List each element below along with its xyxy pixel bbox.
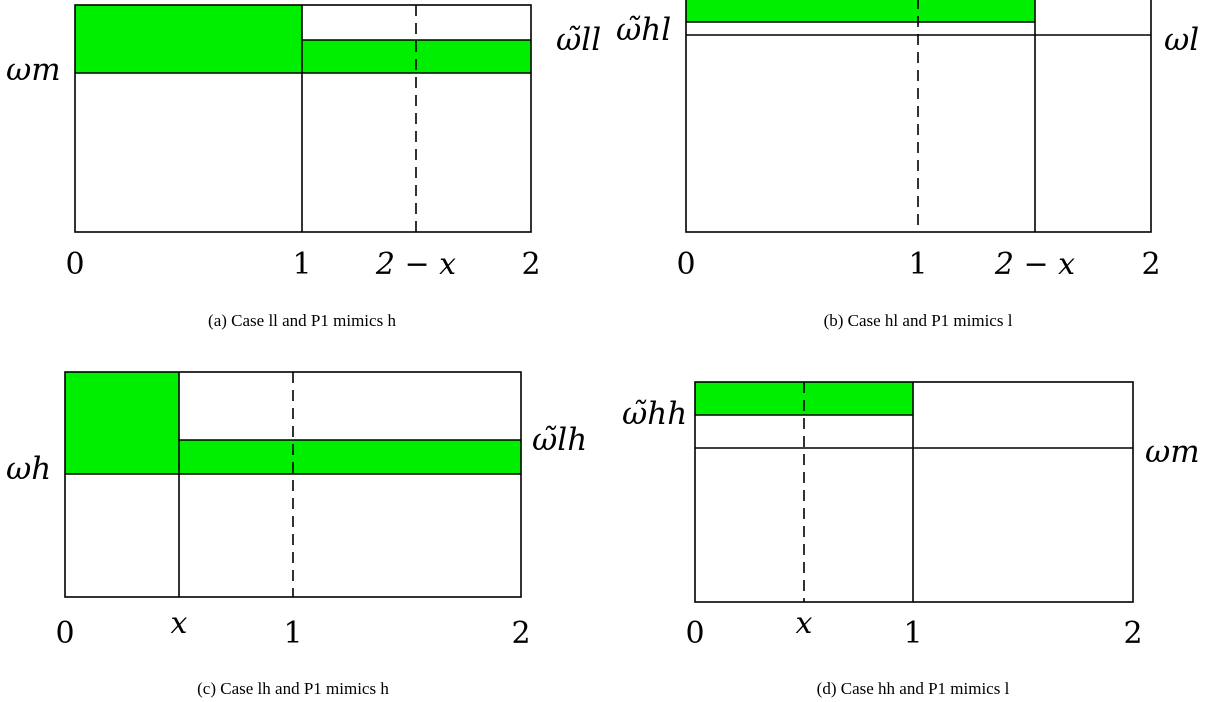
right-label: ω̃lh xyxy=(532,422,587,458)
left-label: ω̃hl xyxy=(616,12,671,48)
tick-label: 2 xyxy=(1123,616,1142,651)
outer-box xyxy=(685,0,1152,233)
tick-label: x xyxy=(796,606,813,641)
outer-box xyxy=(694,381,1134,603)
tick-label: 0 xyxy=(676,247,695,282)
caption: (a) Case ll and P1 mimics h xyxy=(208,311,396,330)
green-region xyxy=(686,0,1035,22)
outer-box xyxy=(74,4,532,233)
tick-label: 2 − x xyxy=(375,247,456,282)
tick-label: 2 xyxy=(1141,247,1160,282)
right-label: ω̃ll xyxy=(556,22,601,58)
caption: (d) Case hh and P1 mimics l xyxy=(817,679,1010,698)
right-label: ωm xyxy=(1145,434,1200,470)
tick-label: 2 − x xyxy=(994,247,1075,282)
tick-label: 1 xyxy=(903,616,922,651)
panel-a: 0 1 2 − x 2 ωm ω̃ll (a) Case ll and P1 m… xyxy=(6,4,601,330)
left-label: ω̃hh xyxy=(622,396,687,432)
panel-c: 0 x 1 2 ωh ω̃lh (c) Case lh and P1 mimic… xyxy=(6,371,587,698)
tick-label: 1 xyxy=(292,247,311,282)
panel-d: 0 x 1 2 ω̃hh ωm (d) Case hh and P1 mimic… xyxy=(622,381,1200,698)
tick-label: 0 xyxy=(55,616,74,651)
green-region-left xyxy=(75,5,302,73)
left-label: ωh xyxy=(6,451,51,487)
tick-label: 2 xyxy=(521,247,540,282)
left-label: ωm xyxy=(6,52,61,88)
green-region-right xyxy=(179,440,521,474)
caption: (b) Case hl and P1 mimics l xyxy=(824,311,1013,330)
tick-label: x xyxy=(171,606,188,641)
tick-label: 0 xyxy=(65,247,84,282)
tick-label: 0 xyxy=(685,616,704,651)
panel-b: 0 1 2 − x 2 ω̃hl ωl (b) Case hl and P1 m… xyxy=(616,0,1199,330)
tick-label: 1 xyxy=(283,616,302,651)
green-region-left xyxy=(65,372,179,474)
right-label: ωl xyxy=(1164,22,1199,58)
caption: (c) Case lh and P1 mimics h xyxy=(197,679,389,698)
tick-label: 2 xyxy=(511,616,530,651)
tick-label: 1 xyxy=(908,247,927,282)
